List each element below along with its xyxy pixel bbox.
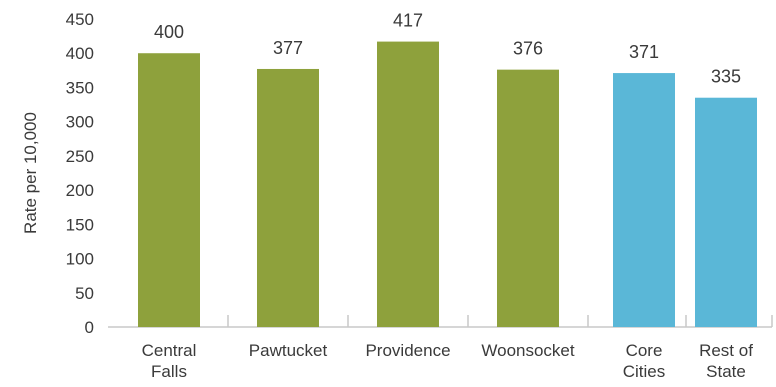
category-label-4-line-1: Cities [623,362,666,381]
axes: 0 50 100 150 200 250 300 350 400 450 [66,10,773,337]
y-tick-label-100: 100 [66,250,94,269]
data-label-2: 417 [393,11,423,31]
bar-4 [613,73,675,328]
data-label-0: 400 [154,22,184,42]
category-label-5-line-1: State [706,362,746,381]
data-label-5: 335 [711,67,741,87]
bar-2 [377,41,439,327]
y-tick-label-0: 0 [85,318,94,337]
category-label-1: Pawtucket [249,341,328,360]
category-label-0-line-1: Falls [151,362,187,381]
data-label-4: 371 [629,42,659,62]
bar-0 [138,53,200,327]
y-tick-label-450: 450 [66,10,94,29]
y-tick-label-400: 400 [66,44,94,63]
category-label-2: Providence [365,341,450,360]
y-axis-title: Rate per 10,000 [21,112,40,234]
labels: 400 Central Falls 377 Pawtucket 417 Providence… [142,11,754,381]
data-label-3: 376 [513,39,543,59]
y-tick-label-350: 350 [66,78,94,97]
y-tick-label-250: 250 [66,147,94,166]
bars [138,41,757,328]
y-tick-label-300: 300 [66,113,94,132]
bar-5 [695,97,757,327]
category-label-3: Woonsocket [481,341,575,360]
category-label-4-line-0: Core [626,341,663,360]
category-label-0-line-0: Central [142,341,197,360]
y-tick-label-50: 50 [75,284,94,303]
bar-1 [257,68,319,327]
category-label-5-line-0: Rest of [699,341,753,360]
y-tick-label-200: 200 [66,181,94,200]
data-label-1: 377 [273,38,303,58]
y-tick-label-150: 150 [66,215,94,234]
bar-3 [497,69,559,327]
